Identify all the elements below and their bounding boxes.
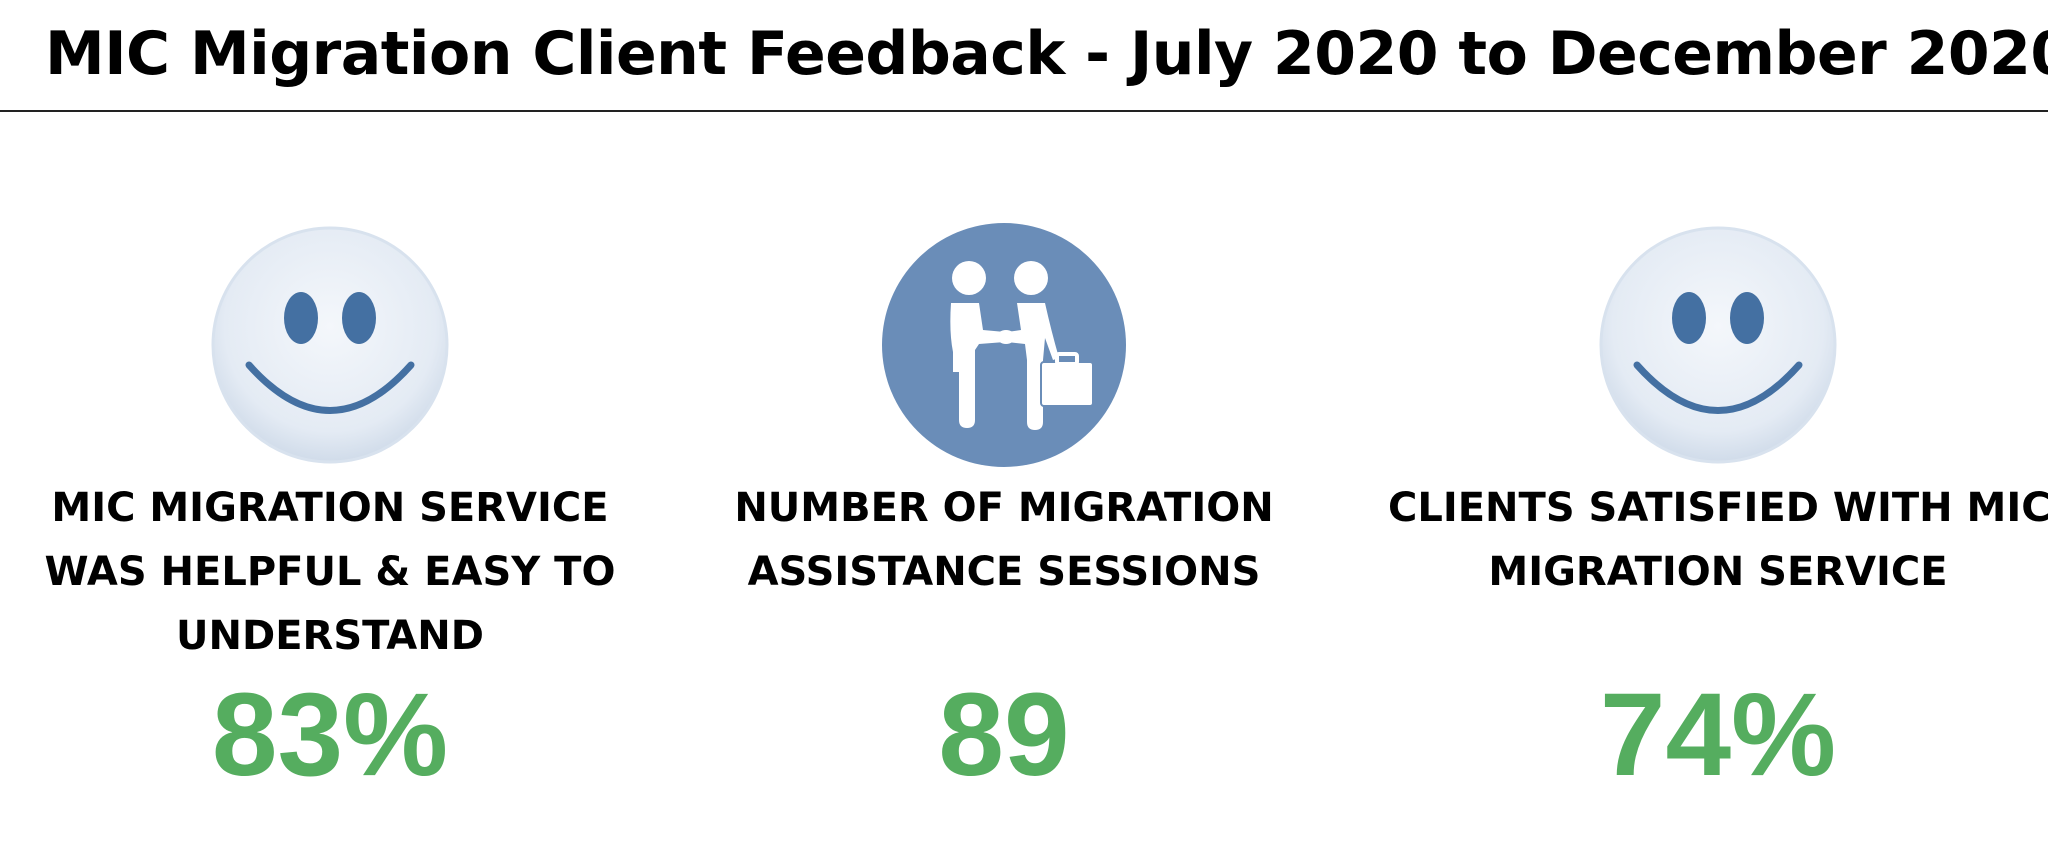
stat-panel-helpful: MIC MIGRATION SERVICE WAS HELPFUL & EASY… xyxy=(0,112,660,842)
stat-label-line: UNDERSTAND xyxy=(176,613,484,659)
stat-label: CLIENTS SATISFIED WITH MIC MIGRATION SER… xyxy=(1388,476,2048,604)
stat-value: 74% xyxy=(1599,669,1837,801)
header: MIC Migration Client Feedback - July 202… xyxy=(0,0,2048,112)
handshake-icon xyxy=(879,220,1129,470)
stat-value: 89 xyxy=(938,669,1070,801)
stat-panel-satisfied: CLIENTS SATISFIED WITH MIC MIGRATION SER… xyxy=(1388,112,2048,842)
stat-label-line: ASSISTANCE SESSIONS xyxy=(747,549,1261,595)
stat-label-line: MIC MIGRATION SERVICE xyxy=(51,485,609,531)
stat-panel-sessions: NUMBER OF MIGRATION ASSISTANCE SESSIONS … xyxy=(674,112,1334,842)
stat-value: 83% xyxy=(211,669,449,801)
stat-label: NUMBER OF MIGRATION ASSISTANCE SESSIONS xyxy=(674,476,1334,604)
smiley-face-icon xyxy=(1593,220,1843,470)
stat-label-line: MIGRATION SERVICE xyxy=(1488,549,1948,595)
stat-label-line: NUMBER OF MIGRATION xyxy=(734,485,1274,531)
stat-label-line: WAS HELPFUL & EASY TO xyxy=(44,549,616,595)
smiley-face-icon xyxy=(205,220,455,470)
page-title: MIC Migration Client Feedback - July 202… xyxy=(45,19,2048,89)
stat-label-line: CLIENTS SATISFIED WITH MIC xyxy=(1388,485,2048,531)
stat-label: MIC MIGRATION SERVICE WAS HELPFUL & EASY… xyxy=(0,476,660,668)
